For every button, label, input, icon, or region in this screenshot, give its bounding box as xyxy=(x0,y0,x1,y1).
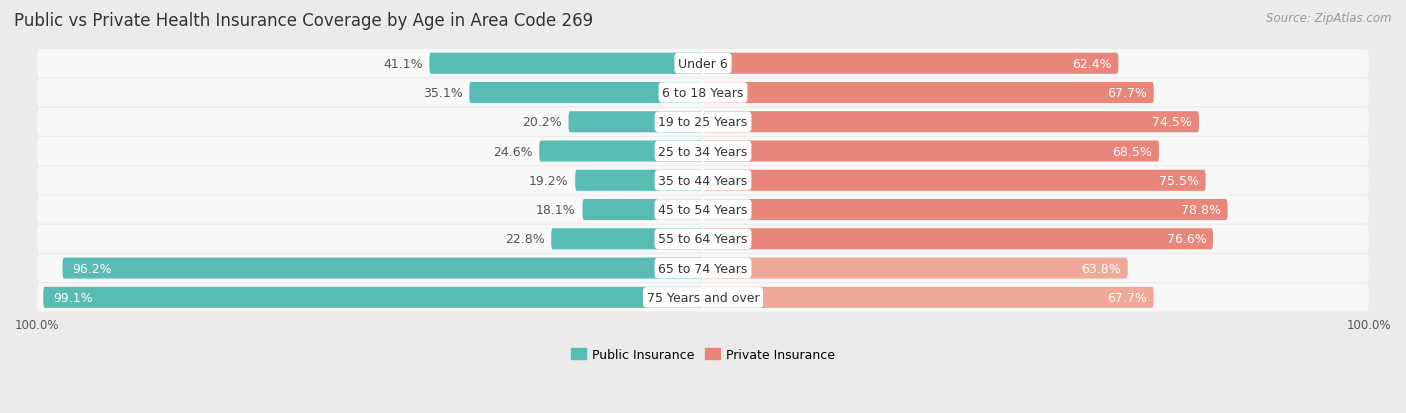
Text: Public vs Private Health Insurance Coverage by Age in Area Code 269: Public vs Private Health Insurance Cover… xyxy=(14,12,593,30)
Text: 45 to 54 Years: 45 to 54 Years xyxy=(658,204,748,216)
FancyBboxPatch shape xyxy=(703,141,1159,162)
FancyBboxPatch shape xyxy=(703,199,1227,221)
Text: 55 to 64 Years: 55 to 64 Years xyxy=(658,233,748,246)
Text: 99.1%: 99.1% xyxy=(53,291,93,304)
FancyBboxPatch shape xyxy=(429,54,703,75)
FancyBboxPatch shape xyxy=(470,83,703,104)
Text: Source: ZipAtlas.com: Source: ZipAtlas.com xyxy=(1267,12,1392,25)
Text: 63.8%: 63.8% xyxy=(1081,262,1121,275)
Text: 67.7%: 67.7% xyxy=(1107,291,1147,304)
FancyBboxPatch shape xyxy=(703,229,1213,250)
FancyBboxPatch shape xyxy=(44,287,703,308)
Text: 96.2%: 96.2% xyxy=(73,262,112,275)
FancyBboxPatch shape xyxy=(37,284,1369,312)
Legend: Public Insurance, Private Insurance: Public Insurance, Private Insurance xyxy=(567,343,839,366)
FancyBboxPatch shape xyxy=(568,112,703,133)
Text: 22.8%: 22.8% xyxy=(505,233,544,246)
FancyBboxPatch shape xyxy=(582,199,703,221)
Text: 75.5%: 75.5% xyxy=(1159,174,1199,188)
FancyBboxPatch shape xyxy=(37,196,1369,224)
Text: 19 to 25 Years: 19 to 25 Years xyxy=(658,116,748,129)
FancyBboxPatch shape xyxy=(703,112,1199,133)
Text: 78.8%: 78.8% xyxy=(1181,204,1220,216)
FancyBboxPatch shape xyxy=(62,258,703,279)
Text: 19.2%: 19.2% xyxy=(529,174,568,188)
FancyBboxPatch shape xyxy=(575,170,703,191)
Text: 41.1%: 41.1% xyxy=(382,57,423,71)
FancyBboxPatch shape xyxy=(37,254,1369,282)
Text: 67.7%: 67.7% xyxy=(1107,87,1147,100)
FancyBboxPatch shape xyxy=(37,79,1369,107)
Text: 68.5%: 68.5% xyxy=(1112,145,1153,158)
FancyBboxPatch shape xyxy=(37,225,1369,253)
Text: Under 6: Under 6 xyxy=(678,57,728,71)
Text: 35 to 44 Years: 35 to 44 Years xyxy=(658,174,748,188)
Text: 20.2%: 20.2% xyxy=(522,116,562,129)
Text: 62.4%: 62.4% xyxy=(1073,57,1112,71)
Text: 35.1%: 35.1% xyxy=(423,87,463,100)
FancyBboxPatch shape xyxy=(551,229,703,250)
Text: 74.5%: 74.5% xyxy=(1153,116,1192,129)
FancyBboxPatch shape xyxy=(37,138,1369,166)
FancyBboxPatch shape xyxy=(37,50,1369,78)
Text: 75 Years and over: 75 Years and over xyxy=(647,291,759,304)
Text: 24.6%: 24.6% xyxy=(494,145,533,158)
FancyBboxPatch shape xyxy=(703,54,1118,75)
FancyBboxPatch shape xyxy=(703,287,1154,308)
FancyBboxPatch shape xyxy=(37,167,1369,195)
Text: 18.1%: 18.1% xyxy=(536,204,576,216)
Text: 76.6%: 76.6% xyxy=(1167,233,1206,246)
Text: 65 to 74 Years: 65 to 74 Years xyxy=(658,262,748,275)
FancyBboxPatch shape xyxy=(540,141,703,162)
Text: 6 to 18 Years: 6 to 18 Years xyxy=(662,87,744,100)
Text: 25 to 34 Years: 25 to 34 Years xyxy=(658,145,748,158)
FancyBboxPatch shape xyxy=(37,109,1369,136)
FancyBboxPatch shape xyxy=(703,170,1205,191)
FancyBboxPatch shape xyxy=(703,258,1128,279)
FancyBboxPatch shape xyxy=(703,83,1154,104)
